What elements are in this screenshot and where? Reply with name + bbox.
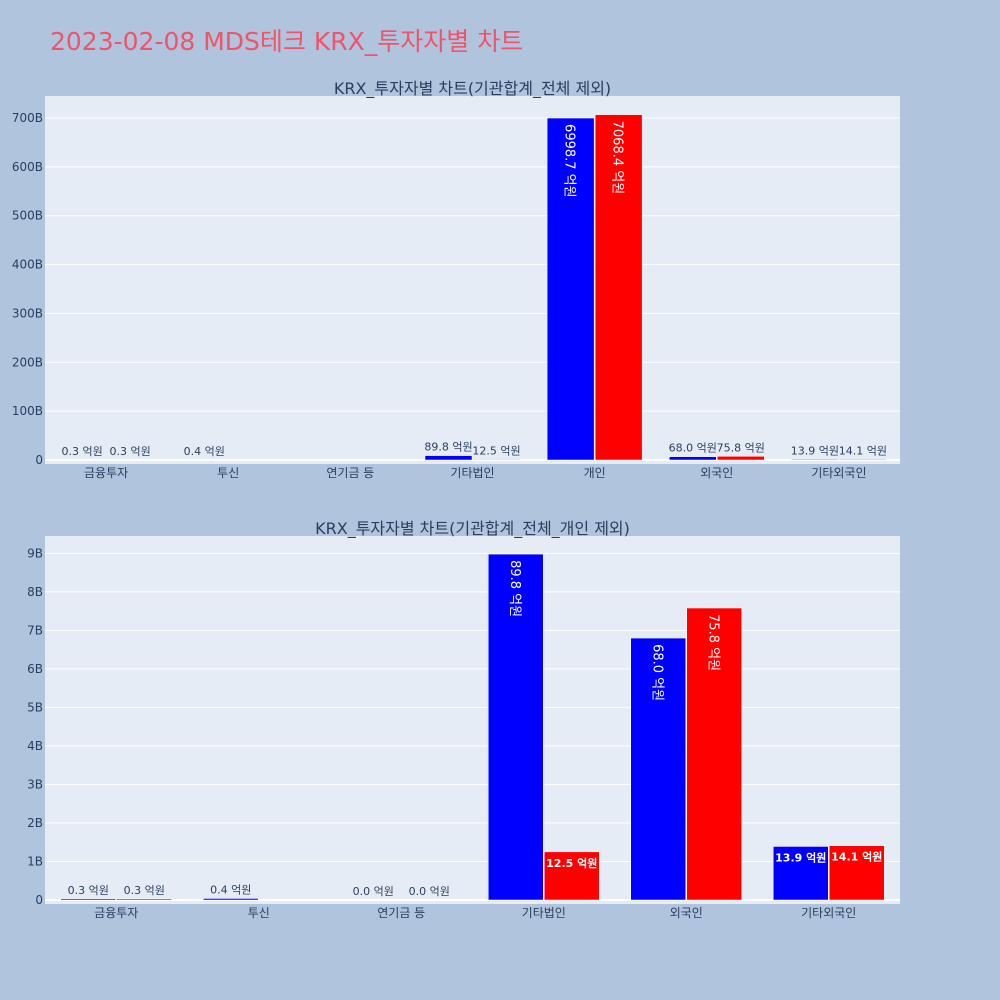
data-label: 0.3 억원 — [109, 445, 150, 458]
data-label: 14.1 억원 — [839, 444, 887, 457]
data-label: 75.8 억원 — [705, 614, 720, 671]
bar — [839, 459, 887, 461]
bar — [60, 898, 116, 901]
x-tick-label: 금융투자 — [94, 906, 138, 920]
data-label: 89.8 억원 — [507, 560, 522, 617]
bar — [546, 117, 595, 461]
bar — [116, 898, 172, 901]
bar — [488, 553, 544, 901]
bar — [401, 899, 457, 901]
y-tick-label: 2B — [27, 816, 43, 830]
plot-area — [45, 536, 900, 904]
y-tick-label: 600B — [12, 160, 43, 174]
data-label: 89.8 억원 — [424, 441, 472, 454]
chart-bottom: 0 1B 2B 3B 4B 5B 6B 7B 8B 9B KRX_투자자별 차트(기관합계_전체_개… — [27, 519, 900, 920]
y-tick-label: 200B — [12, 355, 43, 369]
y-tick-label: 3B — [27, 777, 43, 791]
bar — [829, 845, 885, 901]
x-tick-label: 외국인 — [670, 906, 703, 920]
y-tick-label: 500B — [12, 209, 43, 223]
bar — [544, 851, 600, 901]
x-tick-label: 연기금 등 — [377, 906, 425, 920]
bar — [58, 459, 106, 461]
y-tick-label: 300B — [12, 306, 43, 320]
x-tick-label: 외국인 — [700, 466, 733, 480]
x-tick-label: 기타외국인 — [811, 466, 866, 480]
bar — [773, 846, 829, 901]
data-label: 0.3 억원 — [124, 884, 165, 897]
data-label: 14.1 억원 — [831, 850, 882, 864]
data-label: 0.4 억원 — [184, 445, 225, 458]
bar — [669, 456, 717, 461]
chart-title: KRX_투자자별 차트(기관합계_전체_개인 제외) — [315, 519, 630, 539]
x-tick-label: 연기금 등 — [326, 466, 374, 480]
page-title: 2023-02-08 MDS테크 KRX_투자자별 차트 — [50, 27, 524, 56]
chart-title: KRX_투자자별 차트(기관합계_전체 제외) — [334, 79, 611, 99]
bar — [180, 459, 228, 461]
data-label: 0.0 억원 — [409, 885, 450, 898]
y-tick-label: 9B — [27, 546, 43, 560]
y-tick-label: 0 — [35, 453, 43, 467]
data-label: 12.5 억원 — [472, 444, 520, 457]
y-tick-label: 0 — [35, 893, 43, 907]
x-tick-label: 기타법인 — [522, 906, 566, 920]
chart-top: 0 100B 200B 300B 400B 500B 600B 700B KRX_투자자별 차트… — [12, 79, 900, 480]
data-label: 6998.7 억원 — [562, 124, 577, 198]
bar — [424, 455, 473, 461]
data-label: 12.5 억원 — [546, 856, 597, 870]
data-label: 68.0 억원 — [669, 442, 717, 455]
x-tick-label: 투신 — [248, 906, 270, 920]
data-label: 0.4 억원 — [210, 883, 251, 896]
bar — [345, 899, 401, 901]
x-tick-label: 개인 — [584, 466, 606, 480]
bar — [686, 607, 742, 901]
x-tick-label: 투신 — [217, 466, 239, 480]
y-tick-label: 1B — [27, 854, 43, 868]
data-label: 0.3 억원 — [61, 445, 102, 458]
y-tick-label: 700B — [12, 111, 43, 125]
data-label: 13.9 억원 — [775, 850, 826, 864]
x-tick-label: 기타법인 — [450, 466, 494, 480]
x-tick-label: 기타외국인 — [801, 906, 856, 920]
bar — [717, 456, 765, 461]
y-tick-label: 5B — [27, 700, 43, 714]
data-label: 0.0 억원 — [353, 885, 394, 898]
y-tick-label: 100B — [12, 404, 43, 418]
bar — [791, 459, 839, 461]
data-label: 7068.4 억원 — [610, 121, 625, 195]
y-tick-label: 7B — [27, 623, 43, 637]
bar — [594, 114, 643, 461]
x-tick-label: 금융투자 — [84, 466, 128, 480]
data-label: 68.0 억원 — [649, 644, 664, 701]
bar — [630, 637, 686, 901]
data-label: 0.3 억원 — [68, 884, 109, 897]
data-label: 75.8 억원 — [717, 441, 765, 454]
bar — [106, 459, 154, 461]
y-tick-label: 8B — [27, 585, 43, 599]
y-tick-label: 6B — [27, 662, 43, 676]
bar — [472, 459, 521, 461]
data-label: 13.9 억원 — [791, 444, 839, 457]
y-tick-label: 4B — [27, 739, 43, 753]
bar — [203, 898, 259, 901]
y-tick-label: 400B — [12, 258, 43, 272]
plot-area — [45, 96, 900, 464]
